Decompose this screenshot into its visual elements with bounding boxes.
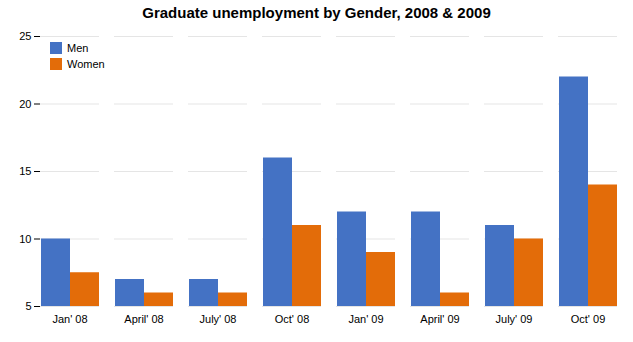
html-text:Men: Men xyxy=(67,42,89,54)
svg-text:10: 10 xyxy=(19,233,31,245)
html-text:Graduate unemployment by Gende: Graduate unemployment by Gender, 2008 & … xyxy=(142,4,491,21)
svg-text:Jan' 08: Jan' 08 xyxy=(52,313,87,325)
svg-text:5: 5 xyxy=(25,300,31,312)
html-text:Women: Women xyxy=(67,58,105,70)
svg-text:25: 25 xyxy=(19,30,31,42)
svg-text:20: 20 xyxy=(19,98,31,110)
svg-text:15: 15 xyxy=(19,165,31,177)
svg-text:Oct' 08: Oct' 08 xyxy=(275,313,310,325)
svg-text:July' 08: July' 08 xyxy=(200,313,237,325)
svg-text:July' 09: July' 09 xyxy=(496,313,533,325)
svg-text:Oct' 09: Oct' 09 xyxy=(571,313,606,325)
svg-text:April' 08: April' 08 xyxy=(124,313,163,325)
svg-text:Jan' 09: Jan' 09 xyxy=(348,313,383,325)
svg-text:April' 09: April' 09 xyxy=(420,313,459,325)
